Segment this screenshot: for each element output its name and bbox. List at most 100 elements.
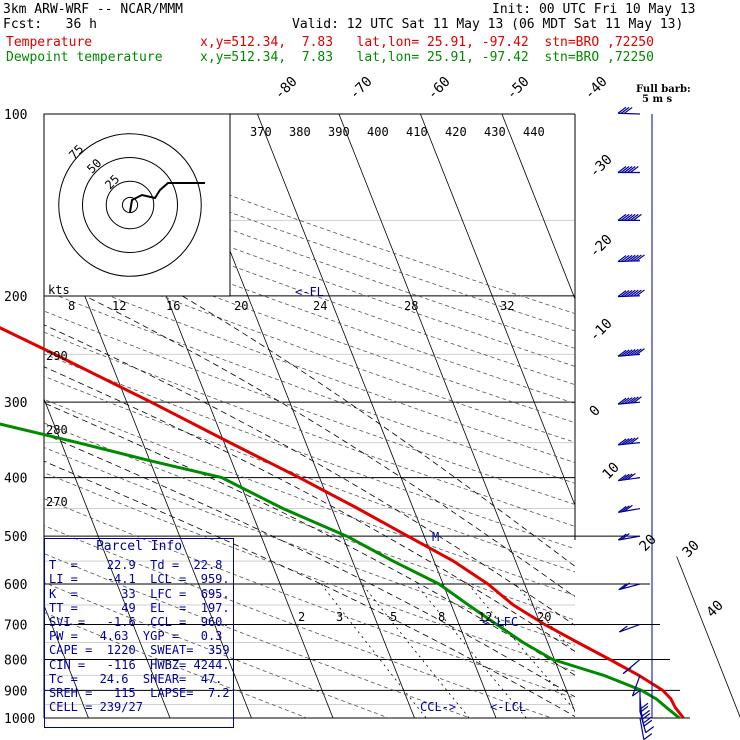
barb-shaft: [639, 717, 645, 740]
theta-side-label: 290: [46, 349, 68, 363]
barb-feather: [645, 726, 655, 734]
parcel-info-row: K = 33 LFC = 695.: [49, 586, 230, 601]
mixing-ratio-line: [467, 583, 575, 711]
wind-barb: [639, 690, 649, 713]
barb-feather: [623, 397, 633, 405]
dry-adiabat-line: [44, 525, 554, 718]
isotherm-line: [338, 114, 575, 713]
hodograph-speed-label: 16: [166, 299, 180, 313]
pressure-tick-label: 1000: [4, 712, 35, 727]
parcel-info-row: Tc = 24.6 SHEAR= 47.: [49, 671, 223, 686]
barb-feather: [633, 254, 642, 262]
barb-feather: [623, 289, 633, 297]
barb-feather: [618, 583, 628, 591]
annotation-ccl: CCL->: [420, 700, 456, 714]
theta-label: 440: [523, 125, 545, 139]
theta-label: 380: [289, 125, 311, 139]
pressure-tick-label: 400: [4, 472, 27, 487]
barb-feather: [620, 166, 630, 174]
series-dewpoint-temperature: [0, 422, 681, 720]
wind-barb: [617, 472, 641, 482]
pressure-tick-label: 500: [4, 530, 27, 545]
isotherm-label: 40: [704, 598, 727, 621]
hodograph-ring: [58, 133, 202, 277]
dry-adiabat-line: [44, 290, 575, 484]
isotherm-label: -50: [504, 74, 533, 103]
barb-feather: [630, 437, 639, 445]
parcel-info-box: Parcel Info T = 22.9 Td = 22.8 LI = -4.1 …: [44, 538, 234, 728]
barb-feather: [620, 349, 630, 357]
wind-barb: [639, 717, 653, 740]
barb-feather: [617, 474, 627, 482]
pressure-tick-label: 300: [4, 396, 27, 411]
barb-feather: [617, 438, 627, 446]
isotherm-line: [419, 114, 575, 507]
barb-feather: [620, 290, 630, 297]
mixing-ratio-label: 12: [478, 610, 492, 624]
barb-feather: [642, 716, 652, 724]
barb-feather: [623, 106, 633, 114]
barb-feather: [633, 396, 642, 404]
parcel-info-row: SVI = -1.6 CCL = 960.: [49, 615, 230, 630]
barb-feather: [643, 733, 653, 740]
barb-feather: [633, 348, 642, 356]
pressure-tick-label: 600: [4, 578, 27, 593]
barb-feather: [623, 213, 633, 221]
hodograph-ring: [82, 157, 178, 253]
barb-feather: [617, 106, 627, 114]
barb-legend-title: Full barb:: [636, 84, 691, 95]
forecast-hour: Fcst: 36 h: [3, 17, 97, 32]
barb-feather: [629, 254, 639, 262]
parcel-info-row: CIN = -116 HWBZ= 4244.: [49, 657, 230, 672]
barb-shaft: [619, 623, 641, 633]
isotherm-extension-line: [676, 556, 740, 718]
theta-label: 420: [445, 125, 467, 139]
hodograph-speed-label: 28: [404, 299, 418, 313]
parcel-info-title: Parcel Info: [95, 539, 183, 554]
mixing-ratio-label: 8: [438, 610, 445, 624]
mixing-ratio-label: 5: [390, 610, 397, 624]
barb-feather: [636, 289, 645, 297]
pressure-tick-label: 900: [4, 684, 27, 699]
barb-feather: [620, 438, 630, 446]
dry-adiabat-line: [44, 231, 575, 424]
isotherm-line: [654, 86, 740, 730]
barb-feather: [623, 437, 633, 445]
barb-feather: [617, 290, 627, 298]
theta-label: 400: [367, 125, 389, 139]
wind-barb: [617, 504, 641, 513]
isotherm-line: [256, 114, 497, 718]
parcel-info-row: SREH = 115 LAPSE= 7.2: [49, 686, 230, 701]
theta-side-label: 280: [46, 423, 68, 437]
dry-adiabats: [44, 126, 575, 718]
barb-feather: [617, 255, 627, 263]
wind-barb: [622, 659, 641, 675]
barb-feather: [620, 473, 630, 481]
barb-feather: [643, 719, 653, 727]
isotherm-label: -60: [425, 74, 454, 103]
barb-feather: [617, 213, 627, 221]
wind-barb: [617, 213, 642, 221]
mixing-ratio-line: [320, 583, 427, 718]
wind-barb: [617, 254, 645, 263]
mixing-ratio-label: 3: [336, 610, 343, 624]
hodograph-units-label: kts: [48, 283, 70, 297]
barb-feather: [626, 437, 636, 445]
barb-feather: [623, 473, 633, 481]
hodograph-trace: [129, 182, 205, 213]
legend-temperature-info: x,y=512.34, 7.83 lat,lon= 25.91, -97.42 …: [200, 35, 654, 50]
parcel-info-row: PW = 4.63 YGP = 0.3: [49, 629, 223, 644]
isotherm-label: -10: [587, 316, 616, 345]
wind-barb: [617, 348, 645, 357]
barb-feather: [620, 397, 630, 405]
moist-adiabat-line: [44, 433, 575, 698]
barb-feather: [639, 702, 649, 710]
moist-adiabat-line: [84, 295, 575, 598]
barb-feather: [617, 166, 627, 174]
barb-feather: [617, 397, 627, 405]
barb-feather: [632, 689, 641, 697]
barb-feather: [626, 396, 636, 404]
barb-feather: [641, 712, 651, 720]
barb-feather: [617, 505, 627, 513]
